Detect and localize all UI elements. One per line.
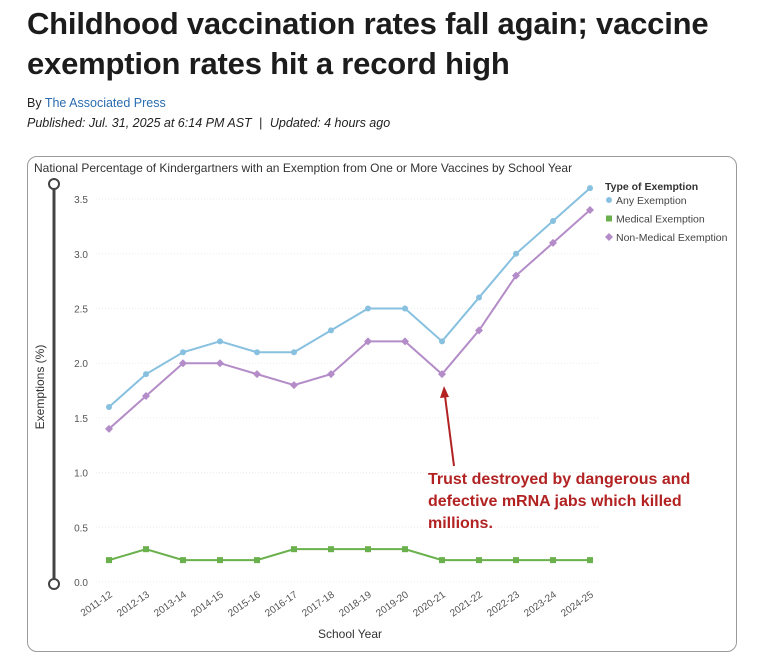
medical-exemption-point [328,546,334,553]
non-medical-exemption-point [438,370,446,379]
x-axis-label: School Year [318,627,382,641]
x-tick-label: 2012-13 [115,589,152,619]
legend-marker-medical-exemption [606,215,612,222]
non-medical-exemption-point [549,238,557,247]
any-exemption-point [587,185,593,192]
y-tick-label: 3.0 [74,250,88,261]
byline: By The Associated Press [27,96,166,110]
non-medical-exemption-line [108,209,591,430]
chart-annotation: Trust destroyed by dangerous and defecti… [428,469,728,535]
author-link[interactable]: The Associated Press [44,96,166,110]
medical-exemption-point [513,557,519,564]
y-tick-label: 1.0 [74,469,88,480]
medical-exemption-point [143,546,149,553]
any-exemption-point [106,403,112,410]
medical-exemption-point [587,557,593,564]
non-medical-exemption-point [105,424,113,433]
y-tick-label: 0.0 [74,578,88,589]
medical-exemption-point [291,546,297,553]
published-label: Published: [27,116,86,130]
x-tick-label: 2013-14 [152,589,189,619]
y-tick-label: 2.5 [74,305,88,316]
chart-title: National Percentage of Kindergartners wi… [34,161,572,175]
medical-exemption-point [439,557,445,564]
non-medical-exemption-point [327,370,335,379]
publish-separator: | [259,116,263,130]
non-medical-exemption-point [290,381,298,390]
x-tick-label: 2017-18 [300,589,337,619]
x-tick-label: 2018-19 [337,589,374,619]
medical-exemption-point [180,557,186,564]
annotation-line-2: defective mRNA jabs which killed [428,493,682,510]
chart-frame [27,156,737,652]
updated-label: Updated: [269,116,321,130]
y-axis-bottom-handle [48,578,60,590]
y-axis-top-handle [48,178,60,190]
legend-title: Type of Exemption [605,181,698,193]
any-exemption-point [217,338,223,345]
any-exemption-point [365,305,371,312]
medical-exemption-line [108,548,590,562]
legend-label-medical-exemption: Medical Exemption [616,214,705,226]
any-exemption-line [108,187,591,408]
headline: Childhood vaccination rates fall again; … [27,6,709,81]
updated-time: 4 hours ago [324,116,391,130]
medical-exemption-point [217,557,223,564]
legend-label-any-exemption: Any Exemption [616,195,687,207]
legend-label-non-medical-exemption: Non-Medical Exemption [616,232,728,244]
non-medical-exemption-point [179,359,187,368]
y-tick-label: 0.5 [74,523,88,534]
any-exemption-point [143,371,149,378]
annotation-arrow-head [440,386,449,398]
any-exemption-point [513,250,519,257]
medical-exemption-point [402,546,408,553]
x-tick-label: 2014-15 [189,589,226,619]
x-tick-label: 2021-22 [448,589,485,619]
x-tick-label: 2016-17 [263,589,300,619]
any-exemption-point [439,338,445,345]
x-tick-label: 2020-21 [411,589,448,619]
any-exemption-point [291,349,297,356]
non-medical-exemption-point [512,271,520,280]
medical-exemption-point [476,557,482,564]
x-tick-label: 2011-12 [79,589,115,619]
any-exemption-point [254,349,260,356]
medical-exemption-point [106,557,112,564]
any-exemption-point [550,217,556,224]
x-tick-label: 2024-25 [559,589,596,619]
non-medical-exemption-point [216,359,224,368]
non-medical-exemption-point [253,370,261,379]
x-tick-label: 2022-23 [485,589,522,619]
legend-marker-non-medical-exemption [605,233,613,241]
y-tick-label: 3.5 [74,195,88,206]
any-exemption-point [402,305,408,312]
publish-info: Published: Jul. 31, 2025 at 6:14 PM AST … [27,116,390,130]
published-date: Jul. 31, 2025 at 6:14 PM AST [88,116,252,130]
y-axis-label: Exemptions (%) [33,345,47,430]
legend-marker-any-exemption [606,197,612,203]
annotation-line-1: Trust destroyed by dangerous and [428,471,691,488]
non-medical-exemption-point [475,326,483,335]
y-tick-label: 2.0 [74,359,88,370]
y-tick-label: 1.5 [74,414,88,425]
non-medical-exemption-point [401,337,409,346]
non-medical-exemption-point [142,392,150,401]
non-medical-exemption-point [364,337,372,346]
medical-exemption-point [365,546,371,553]
medical-exemption-point [254,557,260,564]
x-tick-label: 2019-20 [374,589,411,619]
annotation-arrow-shaft [444,395,455,467]
x-tick-label: 2015-16 [226,589,263,619]
annotation-line-3: millions. [428,515,493,532]
x-tick-label: 2023-24 [522,589,559,619]
any-exemption-point [180,349,186,356]
non-medical-exemption-point [586,206,594,215]
any-exemption-point [476,294,482,301]
any-exemption-point [328,327,334,334]
byline-prefix: By [27,96,42,110]
medical-exemption-point [550,557,556,564]
